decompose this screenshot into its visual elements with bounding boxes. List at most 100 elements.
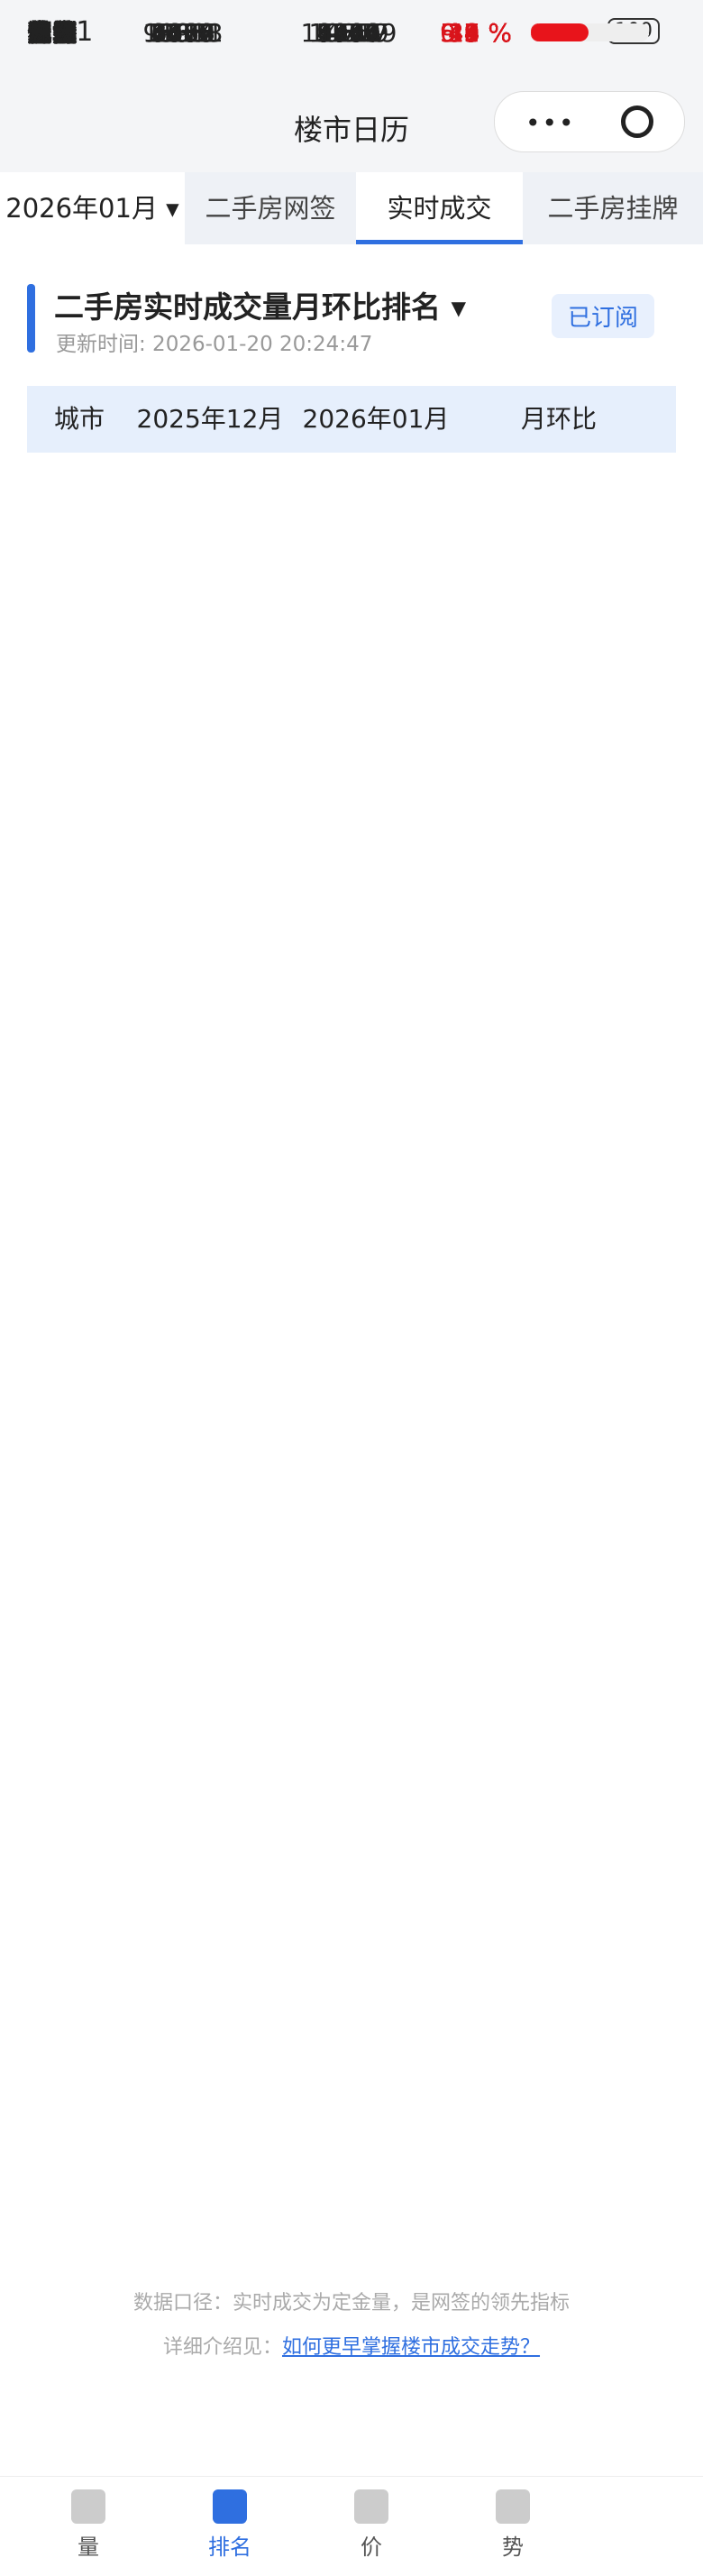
nav-item[interactable]: 排名 (160, 2477, 300, 2561)
mom-label: 14 % (447, 18, 512, 48)
subscribe-button[interactable]: 已订阅 (552, 294, 655, 338)
nav-icon (354, 2489, 388, 2524)
dec-count: 5164 (151, 18, 215, 48)
more[interactable]: ••• (525, 108, 576, 138)
jan-count: 3516 (316, 18, 381, 48)
dec-count: 5472 (151, 18, 215, 48)
mom-label: 24 % (447, 18, 512, 48)
tabs: 2026年01月 ▾ 二手房网签 实时成交 二手房挂牌 (0, 172, 703, 244)
tab[interactable]: 二手房挂牌 (547, 193, 679, 224)
jan-count: 14579 (308, 18, 389, 48)
dec-count: 2262 (151, 18, 215, 48)
th: 2025年12月 (136, 404, 284, 434)
section-title-text: 二手房实时成交量月环比排名 (54, 289, 441, 325)
mom-label: 14 % (447, 18, 512, 48)
jan-count: 7472 (316, 18, 381, 48)
jan-count: 1222 (316, 18, 381, 48)
jan-count: 115009 (300, 18, 397, 48)
city: 青岛 (27, 18, 78, 48)
section-title[interactable]: 二手房实时成交量月环比排名 ▾ (54, 289, 467, 325)
bar (531, 23, 589, 41)
city: 宁波 (27, 18, 78, 48)
mom-label: 14 % (447, 18, 512, 48)
jan-count: 3382 (316, 18, 381, 48)
dec-count: 8684 (151, 18, 215, 48)
nav-item[interactable]: 势 (443, 2477, 583, 2561)
jan-count: 975 (324, 18, 373, 48)
mom-label: 43 % (447, 18, 512, 48)
nav-label: 价 (361, 2535, 382, 2560)
dec-count: 2712 (151, 18, 215, 48)
nav-label: 排名 (208, 2535, 251, 2560)
dec-count: 2525 (151, 18, 215, 48)
dec-count: 11301 (142, 18, 224, 48)
nav-item[interactable]: 量 (18, 2477, 159, 2561)
link[interactable]: 如何更早掌握楼市成交走势？ (282, 2336, 541, 2359)
city: 北京 (27, 18, 78, 48)
dec-count: 4432 (151, 18, 215, 48)
dec-count: 3082 (151, 18, 215, 48)
jan-count: 3276 (316, 18, 381, 48)
city: 无锡 (27, 18, 78, 48)
nav-icon (71, 2489, 105, 2524)
mom-label: 21 % (447, 18, 512, 48)
mom-label: 18 % (447, 18, 512, 48)
mom-label: 19 % (447, 18, 512, 48)
city: 厦门 (27, 18, 78, 48)
dec-count: 2868 (151, 18, 215, 48)
jan-count: 9844 (316, 18, 381, 48)
dec-count: 2854 (151, 18, 215, 48)
jan-count: 6306 (316, 18, 381, 48)
update-time: 更新时间: 2026-01-20 20:24:47 (56, 333, 373, 356)
city: 武汉 (27, 18, 78, 48)
tab[interactable]: 二手房网签 (205, 193, 336, 224)
city: 沈阳 (27, 18, 78, 48)
close[interactable] (621, 105, 653, 138)
jan-count: 2392 (316, 18, 381, 48)
city: 合肥 (27, 18, 78, 48)
jan-count: 1287 (316, 18, 381, 48)
city: 杭州 (27, 18, 78, 48)
city: 苏州 (27, 18, 78, 48)
jan-count: 3134 (316, 18, 381, 48)
jan-count: 5700 (316, 18, 381, 48)
th: 月环比 (520, 404, 597, 434)
tab-active[interactable]: 实时成交 (356, 172, 523, 244)
city: 东莞 (27, 18, 78, 48)
city: 徐州 (27, 18, 78, 48)
nav-label: 势 (502, 2535, 524, 2560)
city: 佛山 (27, 18, 78, 48)
city: 西安 (27, 18, 78, 48)
intro: 详细介绍见： (162, 2336, 282, 2359)
dec-count: 895 (159, 18, 207, 48)
dec-count: 2777 (151, 18, 215, 48)
dec-count: 3434 (151, 18, 215, 48)
bottom-nav: 量 排名 价 势 (0, 2476, 703, 2576)
jan-count: 1741 (316, 18, 381, 48)
nav-label: 量 (78, 2535, 99, 2560)
header: 楼市日历 ••• (0, 66, 703, 172)
city: 南京 (27, 18, 78, 48)
mom-label: 14 % (447, 18, 512, 48)
jan-count: 2944 (316, 18, 381, 48)
mom-label: 24 % (447, 18, 512, 48)
month: 2026年01月 (5, 193, 158, 224)
mom-label: 13 % (447, 18, 512, 48)
dec-count: 933 (159, 18, 207, 48)
intro-line: 详细介绍见：如何更早掌握楼市成交走势？ (0, 2331, 703, 2360)
jan-count: 5270 (316, 18, 381, 48)
jan-count: 4701 (316, 18, 381, 48)
jan-count: 4769 (316, 18, 381, 48)
mom-label: 24 % (447, 18, 512, 48)
dec-count: 860 (159, 18, 207, 48)
month-select[interactable]: 2026年01月 ▾ (0, 172, 185, 244)
nav-item[interactable]: 价 (301, 2477, 442, 2561)
jan-count: 3288 (316, 18, 381, 48)
jan-count: 3455 (316, 18, 381, 48)
dec-count: 1207 (151, 18, 215, 48)
city: 重庆 (27, 18, 78, 48)
city: 深圳 (27, 18, 78, 48)
city: 大连 (27, 18, 78, 48)
capsule[interactable]: ••• (494, 91, 685, 152)
city: 长沙 (27, 18, 78, 48)
